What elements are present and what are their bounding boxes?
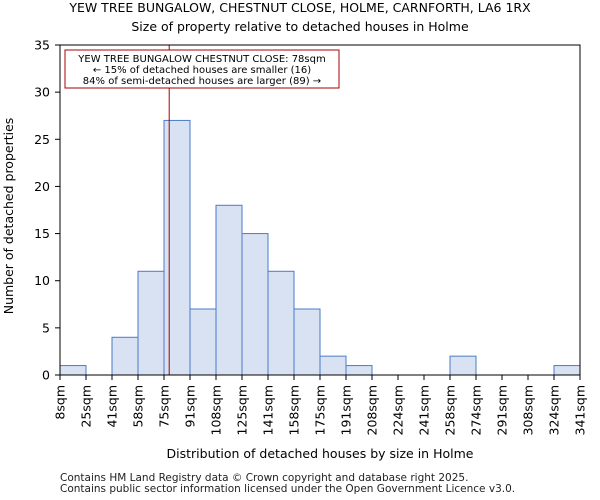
y-tick-label: 25 [34,132,50,147]
y-axis-ticks: 0 5 10 15 20 25 30 35 [34,38,60,383]
x-tick-label: 308sqm [521,385,536,435]
y-tick-label: 15 [34,226,50,241]
x-tick-label: 158sqm [287,385,302,435]
x-tick-label: 224sqm [391,385,406,435]
y-tick-label: 30 [34,85,50,100]
x-tick-label: 75sqm [157,385,172,428]
x-tick-label: 125sqm [235,385,250,435]
x-tick-label: 241sqm [417,385,432,435]
x-tick-label: 208sqm [365,385,380,435]
footer-copyright: Contains HM Land Registry data © Crown c… [60,472,469,484]
x-tick-label: 8sqm [53,385,68,420]
x-axis-ticks: 8sqm 25sqm 41sqm 58sqm 75sqm 91sqm 108sqm 125sq… [53,375,588,435]
x-tick-label: 324sqm [547,385,562,435]
x-tick-label: 41sqm [105,385,120,428]
annotation-box: YEW TREE BUNGALOW CHESTNUT CLOSE: 78sqm … [64,49,340,89]
x-tick-label: 191sqm [339,385,354,435]
bars-layer [59,119,581,376]
bar-91sqm [189,308,217,376]
x-axis-title: Distribution of detached houses by size … [167,446,474,461]
bar-75sqm [163,119,191,376]
bar-125sqm [241,233,269,376]
x-tick-label: 91sqm [183,385,198,428]
x-tick-label: 258sqm [443,385,458,435]
y-tick-label: 5 [42,320,50,335]
bar-108sqm [215,204,243,376]
annotation-line-1: YEW TREE BUNGALOW CHESTNUT CLOSE: 78sqm [77,54,325,65]
bar-8sqm [59,365,87,376]
x-tick-label: 175sqm [313,385,328,435]
bar-141sqm [267,270,295,376]
x-tick-label: 141sqm [261,385,276,435]
chart-title: YEW TREE BUNGALOW, CHESTNUT CLOSE, HOLME… [69,0,531,15]
x-tick-label: 108sqm [209,385,224,435]
bar-158sqm [293,308,321,376]
bar-41sqm [111,336,139,376]
footer-licence: Contains public sector information licen… [60,483,516,495]
bar-58sqm [137,270,165,376]
bar-324sqm [553,365,581,376]
y-tick-label: 0 [42,368,50,383]
bar-175sqm [319,355,347,376]
x-tick-label: 341sqm [573,385,588,435]
x-tick-label: 274sqm [469,385,484,435]
x-tick-label: 25sqm [79,385,94,428]
annotation-frame [64,49,340,89]
bar-191sqm [345,365,373,376]
bar-258sqm [449,355,477,376]
y-axis-title: Number of detached properties [1,118,16,315]
y-tick-label: 10 [34,273,50,288]
annotation-line-3: 84% of semi-detached houses are larger (… [83,76,321,87]
y-tick-label: 35 [34,38,50,53]
x-tick-label: 291sqm [495,385,510,435]
x-tick-label: 58sqm [131,385,146,428]
annotation-line-2: ← 15% of detached houses are smaller (16… [93,65,311,76]
chart-subtitle: Size of property relative to detached ho… [131,19,469,34]
y-tick-label: 20 [34,179,50,194]
